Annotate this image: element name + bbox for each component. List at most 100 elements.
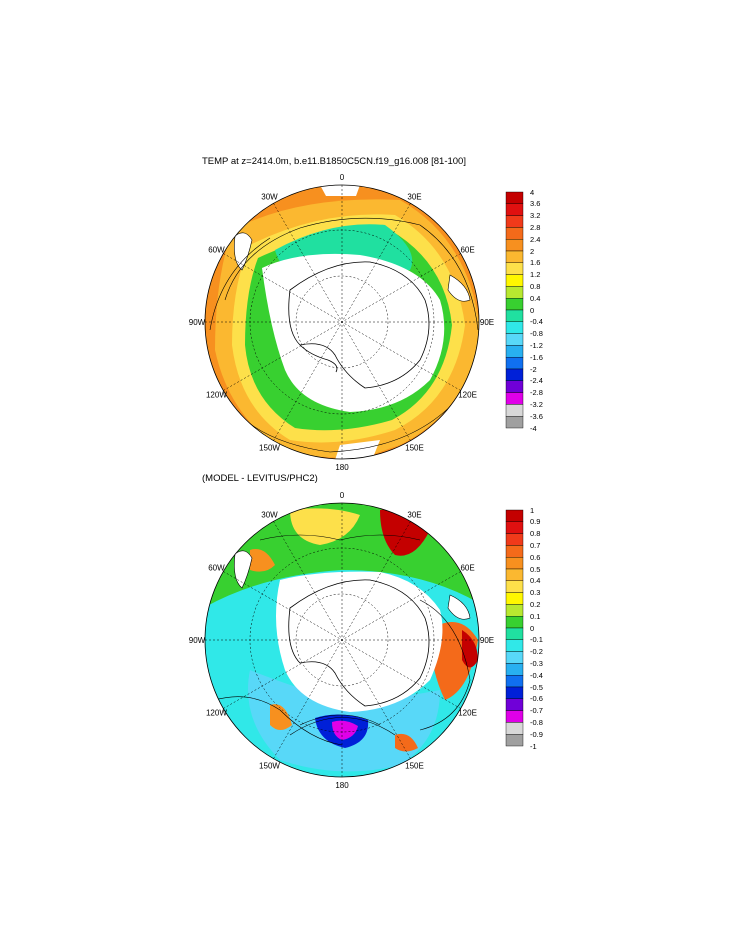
lon-label: 60W [208, 564, 225, 573]
colorbar-cell [505, 392, 524, 405]
colorbar-cell [505, 722, 524, 735]
lon-label: 90W [189, 318, 206, 327]
map-top-border [204, 184, 480, 460]
colorbar-tick-label: 0.1 [530, 611, 541, 621]
colorbar-cell [505, 627, 524, 641]
colorbar-cell [505, 191, 524, 205]
lon-label: 150E [405, 444, 424, 453]
map-title-bottom: (MODEL - LEVITUS/PHC2) [202, 473, 318, 484]
colorbar-tick-label: 0.7 [530, 540, 541, 550]
lon-labels-top: 0 30E 60E 90E 120E 150E 180 150W 120W 90W 60W 30W [189, 173, 494, 472]
lon-label: 180 [335, 781, 349, 790]
lon-label: 30W [261, 192, 278, 201]
colorbar-cell [505, 663, 524, 676]
colorbar-tick-label: -0.3 [530, 658, 543, 668]
lon-label: 120W [206, 391, 227, 400]
colorbar-cell [505, 321, 524, 334]
lon-label: 180 [335, 463, 349, 472]
graticule-top [205, 185, 479, 459]
new-zealand-region [335, 440, 380, 459]
colorbar-cell [505, 227, 524, 240]
colorbar-tick-label: -0.2 [530, 647, 543, 657]
colorbar-cell [505, 698, 524, 711]
colorbar-tick-label: 0.3 [530, 588, 541, 598]
colorbar-cell [505, 734, 524, 747]
colorbar-tick-label: 0 [530, 623, 535, 633]
colorbar-tick-label: -2.4 [530, 376, 543, 386]
colorbar-tick-label: -3.6 [530, 411, 543, 421]
colorbar-cell [505, 592, 524, 605]
colorbar-tick-label: 0.2 [530, 599, 541, 609]
colorbar-cell [505, 686, 524, 700]
lon-label: 30E [407, 510, 421, 519]
colorbar-cell [505, 286, 524, 299]
colorbar-cell [505, 250, 524, 264]
lon-label: 150W [259, 444, 280, 453]
lon-label: 150E [405, 762, 424, 771]
colorbar-tick-label: 2.8 [530, 222, 541, 232]
graticule-bottom [205, 503, 479, 777]
lon-label: 120E [458, 391, 477, 400]
colorbar-cell [505, 215, 524, 228]
colorbar-tick-label: -2 [530, 364, 537, 374]
colorbar-cell [505, 568, 524, 582]
map-title-top: TEMP at z=2414.0m, b.e11.B1850C5CN.f19_g… [202, 156, 466, 167]
lon-labels-bottom: 0 30E 60E 90E 120E 150E 180 150W 120W 90W 60W 30W [189, 491, 494, 790]
lon-label: 30W [261, 510, 278, 519]
colorbar-cell [505, 357, 524, 370]
colorbar-tick-label: 0.8 [530, 529, 541, 539]
lon-label: 120E [458, 709, 477, 718]
colorbar-tick-label: 4 [530, 187, 535, 197]
lon-label: 90E [480, 318, 494, 327]
colorbar-top [505, 191, 524, 429]
map-bottom-border [204, 502, 480, 778]
colorbar-tick-label: 0.4 [530, 576, 541, 586]
colorbar-tick-label: -0.8 [530, 329, 543, 339]
colorbar-cell [505, 262, 524, 275]
colorbar-tick-label: -4 [530, 423, 537, 433]
colorbar-tick-label: -1.2 [530, 340, 543, 350]
colorbar-cell [505, 710, 524, 723]
colorbar-cell [505, 616, 524, 629]
lon-label: 90E [480, 636, 494, 645]
colorbar-tick-label: -2.8 [530, 388, 543, 398]
lon-label: 0 [340, 491, 345, 500]
colorbar-tick-label: 0.4 [530, 293, 541, 303]
colorbar-cell [505, 651, 524, 664]
colorbar-cell [505, 604, 524, 617]
lon-label: 90W [189, 636, 206, 645]
colorbar-tick-label: 0.8 [530, 281, 541, 291]
colorbar-cell [505, 416, 524, 429]
colorbar-tick-label: 0.9 [530, 517, 541, 527]
colorbar-tick-label: -0.7 [530, 706, 543, 716]
colorbar-cell [505, 380, 524, 393]
colorbar-tick-label: 0 [530, 305, 535, 315]
kerguelen [447, 274, 471, 302]
colorbar-cell [505, 345, 524, 358]
colorbar-tick-label: 3.2 [530, 211, 541, 221]
colorbar-cell [505, 639, 524, 652]
lon-label: 0 [340, 173, 345, 182]
colorbar-cell [505, 533, 524, 546]
colorbar-tick-label: -1.6 [530, 352, 543, 362]
colorbar-cell [505, 298, 524, 311]
lon-label: 30E [407, 192, 421, 201]
lon-label: 60E [460, 564, 474, 573]
colorbar-cell [505, 333, 524, 346]
map-bottom [205, 503, 479, 777]
antarctica-coast-bottom [288, 579, 430, 707]
lon-label: 60E [460, 246, 474, 255]
colorbar-tick-label: -3.2 [530, 399, 543, 409]
colorbar-tick-label: -0.8 [530, 717, 543, 727]
colorbar-bottom [505, 509, 524, 747]
lon-label: 150W [259, 762, 280, 771]
colorbar-cell [505, 404, 524, 417]
colorbar-tick-label: -0.9 [530, 729, 543, 739]
colorbar-cell [505, 203, 524, 216]
colorbar-tick-label: 2.4 [530, 234, 541, 244]
colorbar-cell [505, 521, 524, 534]
colorbar-cell [505, 675, 524, 688]
colorbar-tick-label: 0.5 [530, 564, 541, 574]
lon-label: 60W [208, 246, 225, 255]
